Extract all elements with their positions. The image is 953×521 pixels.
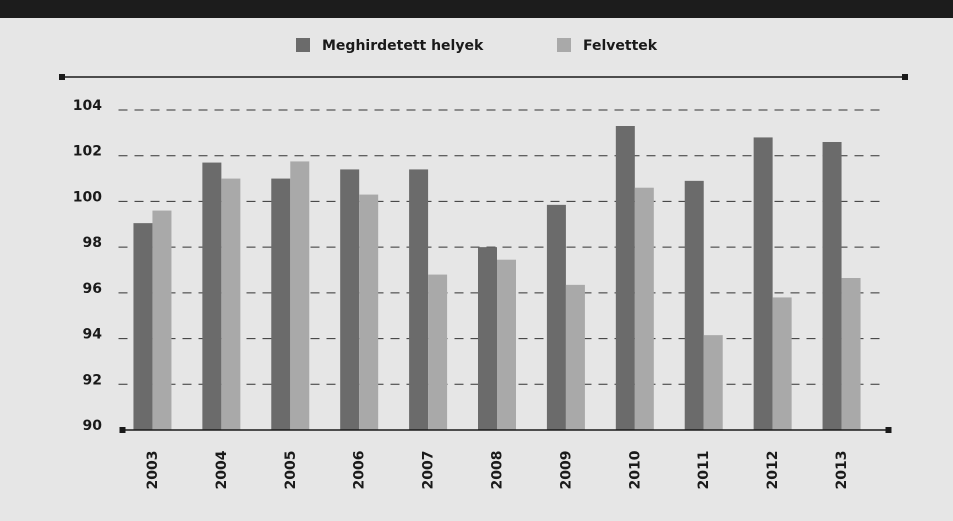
y-tick-label: 100	[73, 189, 102, 205]
bar	[478, 247, 497, 430]
y-tick-label: 104	[73, 98, 102, 114]
legend-swatch	[296, 38, 310, 52]
y-tick-label: 92	[83, 372, 102, 388]
bar	[753, 137, 773, 430]
bar	[497, 259, 516, 430]
bar	[634, 187, 654, 430]
bar	[359, 194, 379, 430]
bar	[772, 297, 792, 430]
y-tick-label: 90	[83, 418, 103, 434]
x-tick-label: 2010	[627, 450, 643, 489]
rule-end	[59, 74, 65, 80]
y-tick-label: 102	[73, 144, 102, 160]
x-tick-label: 2006	[352, 451, 368, 490]
x-tick-label: 2007	[421, 451, 437, 490]
x-tick-label: 2005	[283, 451, 299, 490]
y-tick-label: 94	[83, 327, 103, 343]
bar	[841, 278, 861, 430]
bar	[221, 178, 241, 430]
bar	[428, 274, 448, 430]
x-tick-label: 2013	[834, 451, 850, 490]
axis-end	[119, 427, 126, 433]
title-bar	[0, 0, 953, 18]
bar	[202, 162, 222, 431]
bar	[133, 223, 153, 430]
x-tick-label: 2008	[490, 451, 506, 490]
x-tick-label: 2004	[214, 450, 230, 489]
y-tick-label: 98	[83, 235, 102, 251]
bar	[271, 178, 291, 430]
legend-label: Felvettek	[583, 38, 658, 54]
x-tick-label: 2011	[696, 451, 712, 490]
x-tick-label: 2012	[765, 451, 781, 490]
legend-swatch	[557, 38, 571, 52]
bar	[290, 161, 310, 430]
bar	[152, 210, 172, 430]
x-tick-label: 2009	[558, 451, 574, 490]
bar	[615, 126, 635, 430]
bar	[409, 169, 429, 430]
bar	[565, 284, 585, 430]
bar	[546, 204, 566, 430]
x-tick-label: 2003	[145, 451, 161, 490]
rule-end	[902, 74, 908, 80]
bar	[684, 180, 704, 430]
bar	[822, 142, 842, 430]
y-tick-label: 96	[83, 281, 102, 297]
bar	[340, 169, 360, 430]
bar	[703, 335, 723, 430]
axis-end	[885, 427, 892, 433]
legend-label: Meghirdetett helyek	[322, 38, 484, 54]
